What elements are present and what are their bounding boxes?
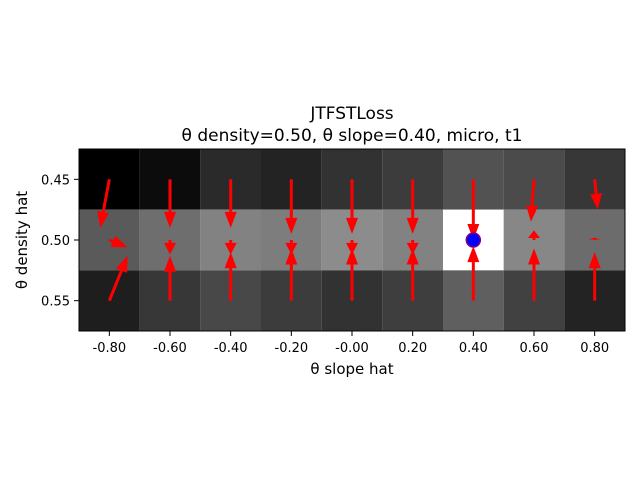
arrow-head <box>406 248 419 265</box>
x-tick-label: 0.40 <box>459 341 488 356</box>
arrow-head <box>164 255 176 272</box>
arrow-shaft <box>593 179 598 194</box>
x-axis-label: θ slope hat <box>310 360 393 378</box>
gradient-arrow <box>528 230 540 240</box>
arrow-head <box>164 211 176 228</box>
x-tick-label: 0.20 <box>398 341 427 356</box>
gradient-arrow <box>164 240 176 255</box>
arrow-head <box>224 211 237 228</box>
arrow-head <box>110 235 128 248</box>
arrow-head <box>528 248 540 265</box>
gradient-arrow <box>107 255 128 302</box>
x-tick-label: -0.40 <box>214 341 248 356</box>
gradient-arrow <box>467 179 480 240</box>
gradient-arrow <box>97 179 111 228</box>
gradient-arrow <box>588 237 601 240</box>
gradient-arrow <box>406 179 419 234</box>
arrow-head <box>164 242 176 255</box>
heatmap-cell <box>79 270 140 331</box>
gradient-arrow <box>526 179 539 222</box>
arrow-head <box>97 211 110 228</box>
x-tick-label: -0.00 <box>335 341 369 356</box>
arrow-head <box>285 217 298 234</box>
arrow-head <box>590 193 603 210</box>
target-point-layer <box>465 232 482 248</box>
arrow-head <box>346 217 358 234</box>
gradient-arrow <box>588 252 601 301</box>
x-tick-label: 0.60 <box>520 341 549 356</box>
gradient-arrow <box>224 252 237 301</box>
gradient-arrow <box>285 248 298 301</box>
arrow-head <box>285 248 298 265</box>
y-tick-label: 0.45 <box>41 173 70 188</box>
arrow-shaft <box>108 238 114 243</box>
gradient-arrow <box>285 179 298 234</box>
x-tick-label: -0.60 <box>153 341 187 356</box>
arrow-head <box>588 237 601 240</box>
x-tick-label: 0.80 <box>580 341 609 356</box>
gradient-arrow <box>346 179 358 234</box>
arrow-head <box>467 224 480 240</box>
arrow-shaft <box>101 179 111 213</box>
gradient-arrow <box>164 179 176 228</box>
target-point <box>465 232 482 248</box>
gradient-arrow <box>108 235 128 248</box>
arrow-shaft <box>530 179 536 206</box>
arrow-head <box>346 248 358 265</box>
gradient-arrow <box>224 179 237 228</box>
arrow-head <box>588 252 601 269</box>
arrow-head <box>224 242 237 255</box>
gradient-arrow <box>224 240 237 255</box>
gradient-arrow <box>467 246 480 301</box>
y-axis-label: θ density hat <box>13 191 31 289</box>
y-axis-ticks: 0.45 0.50 0.55 <box>41 173 79 310</box>
x-axis-ticks: -0.80 -0.60 -0.40 -0.20 -0.00 0.20 0.40 0.60 0.8… <box>93 331 609 356</box>
arrow-head <box>406 217 419 234</box>
arrow-head <box>115 255 128 273</box>
arrow-head <box>526 205 539 222</box>
arrow-head <box>224 252 237 269</box>
chart-title-line2: θ density=0.50, θ slope=0.40, micro, t1 <box>182 126 523 146</box>
x-tick-label: -0.80 <box>93 341 127 356</box>
gradient-arrow <box>528 248 540 301</box>
gradient-arrow <box>590 179 603 210</box>
arrow-head <box>467 246 480 263</box>
x-tick-label: -0.20 <box>275 341 309 356</box>
gradient-arrows <box>97 179 603 302</box>
y-tick-label: 0.50 <box>41 234 70 249</box>
gradient-arrow <box>164 255 176 301</box>
chart-title-line1: JTFSTLoss <box>309 104 393 124</box>
arrow-shaft <box>107 270 123 302</box>
gradient-arrow <box>406 248 419 301</box>
y-tick-label: 0.55 <box>41 295 70 310</box>
gradient-arrow <box>346 248 358 301</box>
arrow-head <box>528 230 540 239</box>
